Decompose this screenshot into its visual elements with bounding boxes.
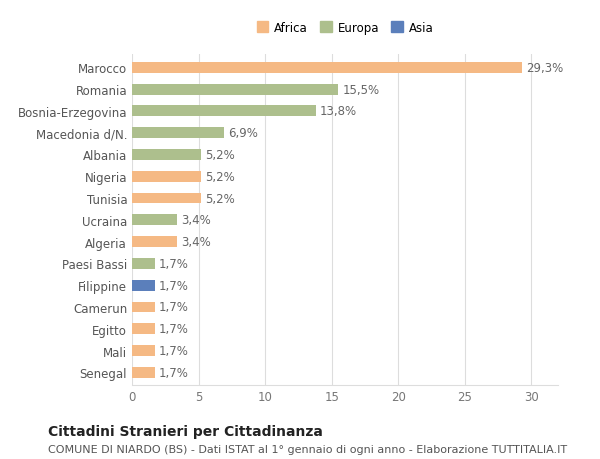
Text: 1,7%: 1,7% xyxy=(158,366,188,379)
Bar xyxy=(132,215,177,226)
Bar xyxy=(132,280,155,291)
Bar xyxy=(132,128,224,139)
Bar xyxy=(132,258,155,269)
Text: 3,4%: 3,4% xyxy=(181,235,211,248)
Bar xyxy=(132,84,338,95)
Bar xyxy=(132,63,522,73)
Bar xyxy=(132,367,155,378)
Legend: Africa, Europa, Asia: Africa, Europa, Asia xyxy=(253,18,437,38)
Text: 5,2%: 5,2% xyxy=(205,192,235,205)
Bar xyxy=(132,106,316,117)
Bar xyxy=(132,150,201,161)
Text: 3,4%: 3,4% xyxy=(181,214,211,227)
Text: 29,3%: 29,3% xyxy=(526,62,563,75)
Text: Cittadini Stranieri per Cittadinanza: Cittadini Stranieri per Cittadinanza xyxy=(48,425,323,438)
Text: 1,7%: 1,7% xyxy=(158,301,188,314)
Bar xyxy=(132,345,155,356)
Bar xyxy=(132,324,155,335)
Text: 1,7%: 1,7% xyxy=(158,257,188,270)
Text: 1,7%: 1,7% xyxy=(158,279,188,292)
Text: 13,8%: 13,8% xyxy=(320,105,357,118)
Text: 5,2%: 5,2% xyxy=(205,170,235,183)
Bar xyxy=(132,193,201,204)
Text: 1,7%: 1,7% xyxy=(158,344,188,357)
Bar xyxy=(132,302,155,313)
Text: COMUNE DI NIARDO (BS) - Dati ISTAT al 1° gennaio di ogni anno - Elaborazione TUT: COMUNE DI NIARDO (BS) - Dati ISTAT al 1°… xyxy=(48,444,567,454)
Bar xyxy=(132,171,201,182)
Text: 5,2%: 5,2% xyxy=(205,149,235,162)
Text: 6,9%: 6,9% xyxy=(228,127,258,140)
Bar xyxy=(132,237,177,247)
Text: 1,7%: 1,7% xyxy=(158,323,188,336)
Text: 15,5%: 15,5% xyxy=(343,84,379,96)
